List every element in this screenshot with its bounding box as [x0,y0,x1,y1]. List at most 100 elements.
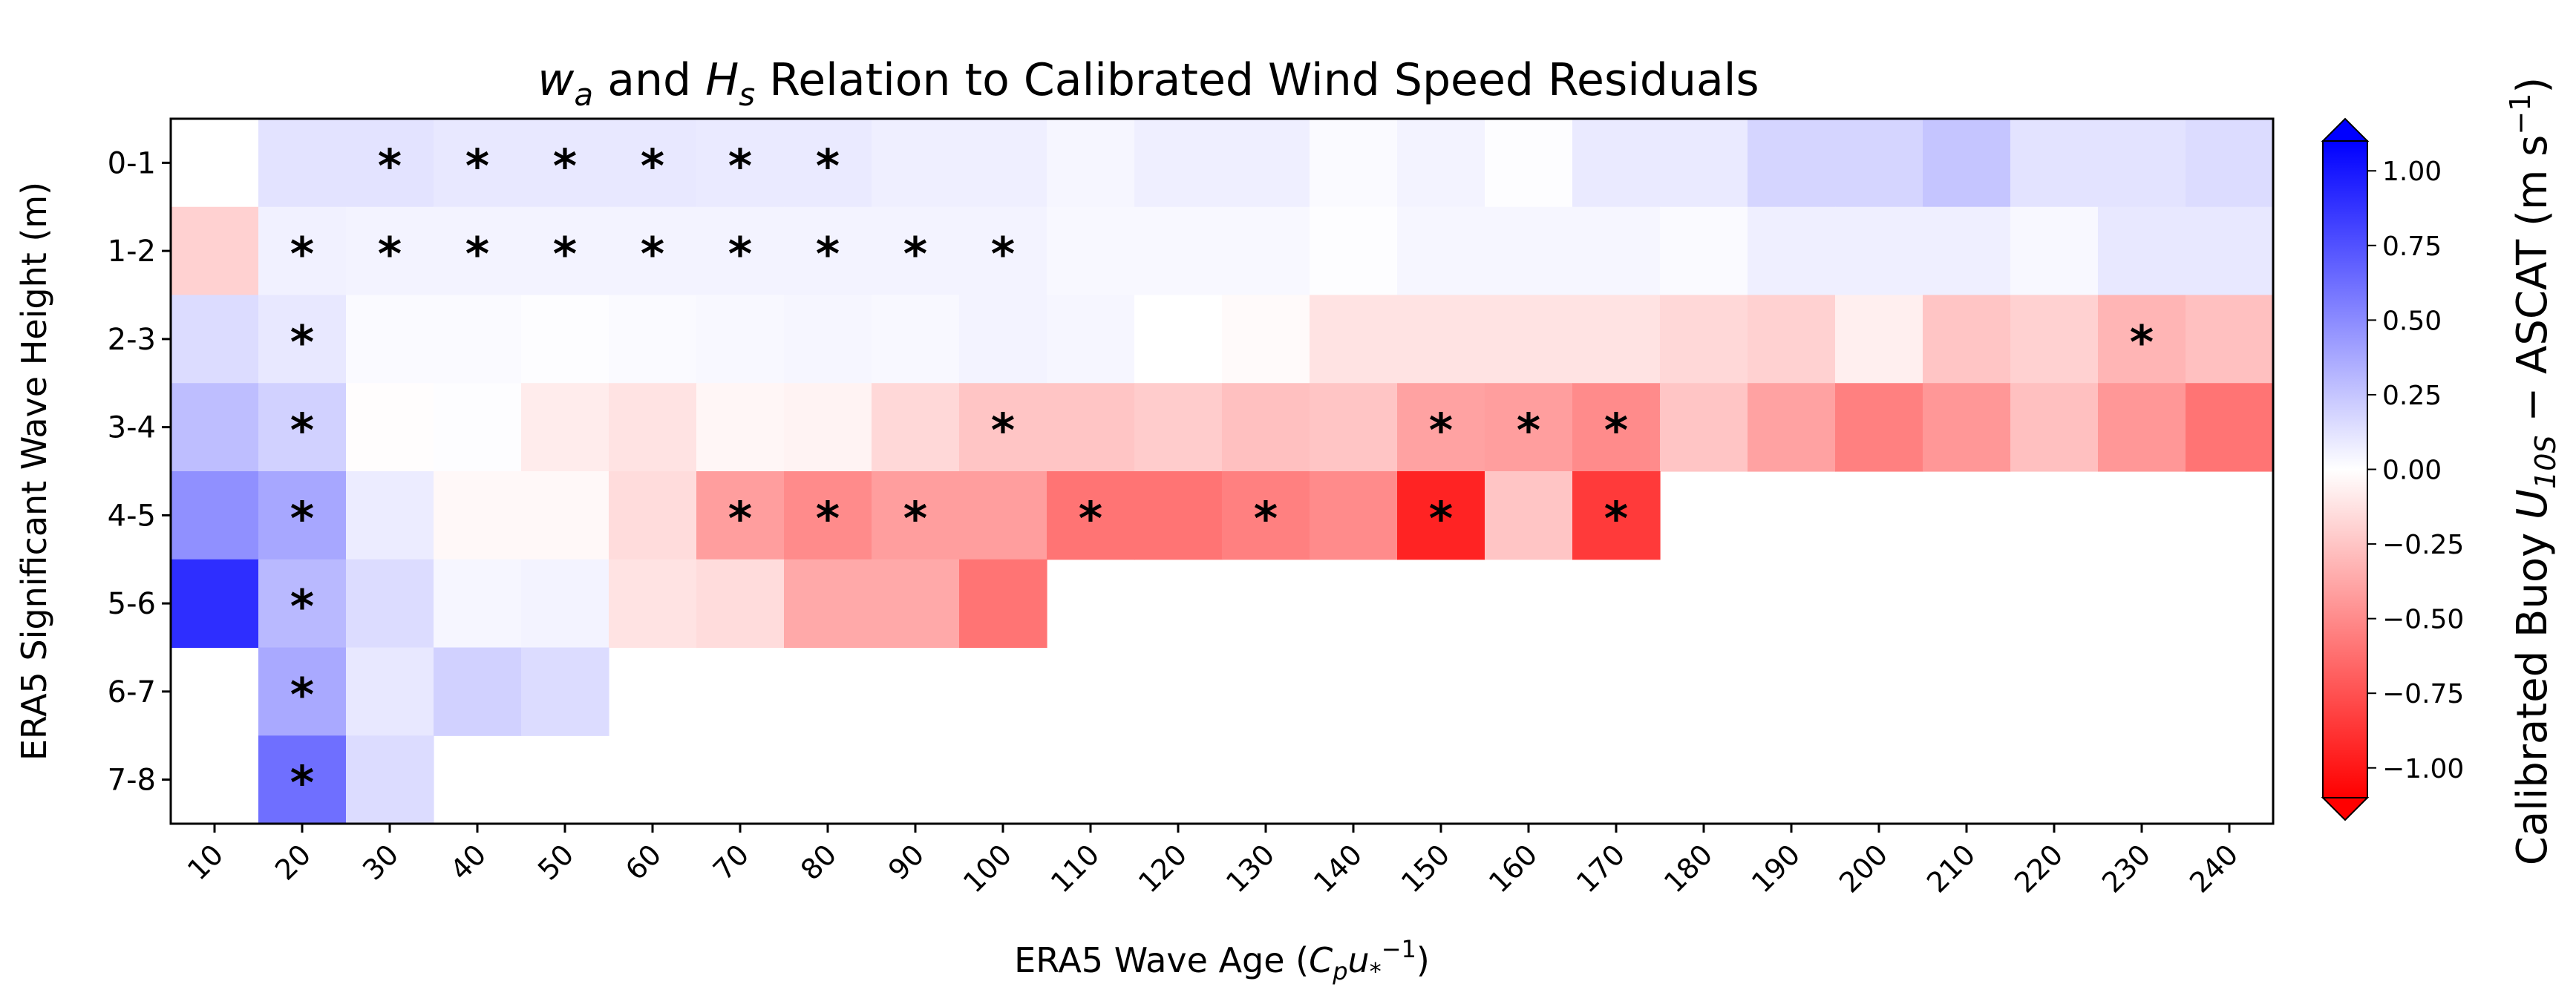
colorbar-label: Calibrated Buoy U10S − ASCAT (m s−1) [2504,77,2562,866]
heatmap-cell [1310,383,1398,472]
colorbar-label-suffix: ) [2508,77,2557,94]
heatmap-cell [609,383,697,472]
x-tick-label: 230 [2096,838,2157,899]
heatmap-cell [258,206,347,296]
heatmap-cell [171,471,259,560]
significance-star: * [991,227,1015,281]
significance-star: * [1254,491,1278,545]
heatmap-cell [1485,383,1573,472]
significance-markers: * * * * * * * * * * * * * * * * * * * * * * * * * * * * * * * * * [290,139,2154,810]
y-axis-ticks: 0-1 1-2 2-3 3-4 4-5 5-6 6-7 7-8 [108,146,171,798]
significance-star: * [465,139,489,193]
significance-star: * [991,404,1015,458]
heatmap-cell [1572,295,1661,384]
significance-star: * [2130,315,2154,370]
x-tick-label: 160 [1482,838,1543,899]
x-tick-label: 50 [532,838,580,886]
heatmap-cell [1397,119,1485,208]
heatmap-cell [1572,383,1661,472]
heatmap-cell [2186,119,2274,208]
heatmap-cell [1748,206,1836,296]
heatmap-cell [1835,119,1923,208]
heatmap-cell [1047,119,1135,208]
heatmap-cell [1047,295,1135,384]
x-tick-label: 20 [269,838,317,886]
heatmap-cell [696,471,785,560]
heatmap-cell [1748,295,1836,384]
heatmap-cell [521,647,609,736]
heatmap-cell [346,383,434,472]
heatmap-cell [2098,383,2186,472]
heatmap-cell [959,119,1047,208]
title-wa-symbol: w [537,54,575,106]
x-tick-label: 180 [1658,838,1719,899]
heatmap-cell [696,383,785,472]
heatmap-cell [784,119,872,208]
heatmap-cell [1835,295,1923,384]
heatmap-cell [1134,295,1223,384]
chart-title: wa and Hs Relation to Calibrated Wind Sp… [537,54,1759,113]
heatmap-cell [1572,206,1661,296]
significance-star: * [553,139,577,193]
heatmap-cell [258,295,347,384]
heatmap-cell [346,295,434,384]
heatmap-cell [1310,206,1398,296]
heatmap-cell [1397,471,1485,560]
significance-star: * [1604,491,1628,545]
heatmap-cell [696,559,785,649]
heatmap-cell [2010,295,2099,384]
y-tick-label: 6-7 [108,675,156,709]
heatmap-cell [521,471,609,560]
y-tick-label: 4-5 [108,499,156,533]
heatmap-cell [872,295,960,384]
y-tick-label: 7-8 [108,764,156,798]
heatmap-cell [171,383,259,472]
heatmap-cell [959,295,1047,384]
title-hs-subscript: s [739,76,755,113]
x-axis-label-cp: C [1309,940,1333,980]
y-tick-label: 5-6 [108,587,156,621]
heatmap-cell [609,471,697,560]
heatmap-cell [784,559,872,649]
significance-star: * [290,315,314,370]
heatmap-cell [2186,295,2274,384]
heatmap-cell [258,735,347,824]
heatmap-cell [696,206,785,296]
heatmap-cell [434,206,522,296]
significance-star: * [290,491,314,545]
heatmap-cell [1047,383,1135,472]
x-tick-label: 150 [1395,838,1456,899]
x-axis-label-exponent: −1 [1382,935,1416,963]
heatmap-cell [2186,383,2274,472]
colorbar-gradient [2323,141,2367,798]
significance-star: * [816,139,840,193]
heatmap-cell [171,206,259,296]
heatmap-cell [1222,471,1310,560]
significance-star: * [641,227,664,281]
colorbar-label-middle: − ASCAT (m s [2508,135,2557,436]
plot-frame [169,117,2275,825]
x-tick-label: 220 [2008,838,2069,899]
heatmap-cell [2098,295,2186,384]
significance-star: * [1079,491,1102,545]
colorbar-tick-label: −1.00 [2382,754,2464,784]
x-tick-label: 100 [957,838,1018,899]
significance-star: * [290,580,314,634]
heatmap-cell [1134,119,1223,208]
heatmap-cell [1222,383,1310,472]
y-tick-label: 1-2 [108,234,156,269]
significance-star: * [641,139,664,193]
heatmap-cell [2098,119,2186,208]
heatmap-cell [521,559,609,649]
heatmap-cell [696,295,785,384]
colorbar-extend-bottom [2321,797,2370,821]
heatmap-cell [434,383,522,472]
heatmap-cell [346,735,434,824]
heatmap-cell [1047,471,1135,560]
heatmap-cell [609,559,697,649]
heatmap-cell [1397,295,1485,384]
heatmap-cell [1660,206,1748,296]
x-axis-label-p-subscript: p [1332,957,1347,985]
x-tick-label: 130 [1220,838,1281,899]
x-tick-label: 60 [619,838,667,886]
